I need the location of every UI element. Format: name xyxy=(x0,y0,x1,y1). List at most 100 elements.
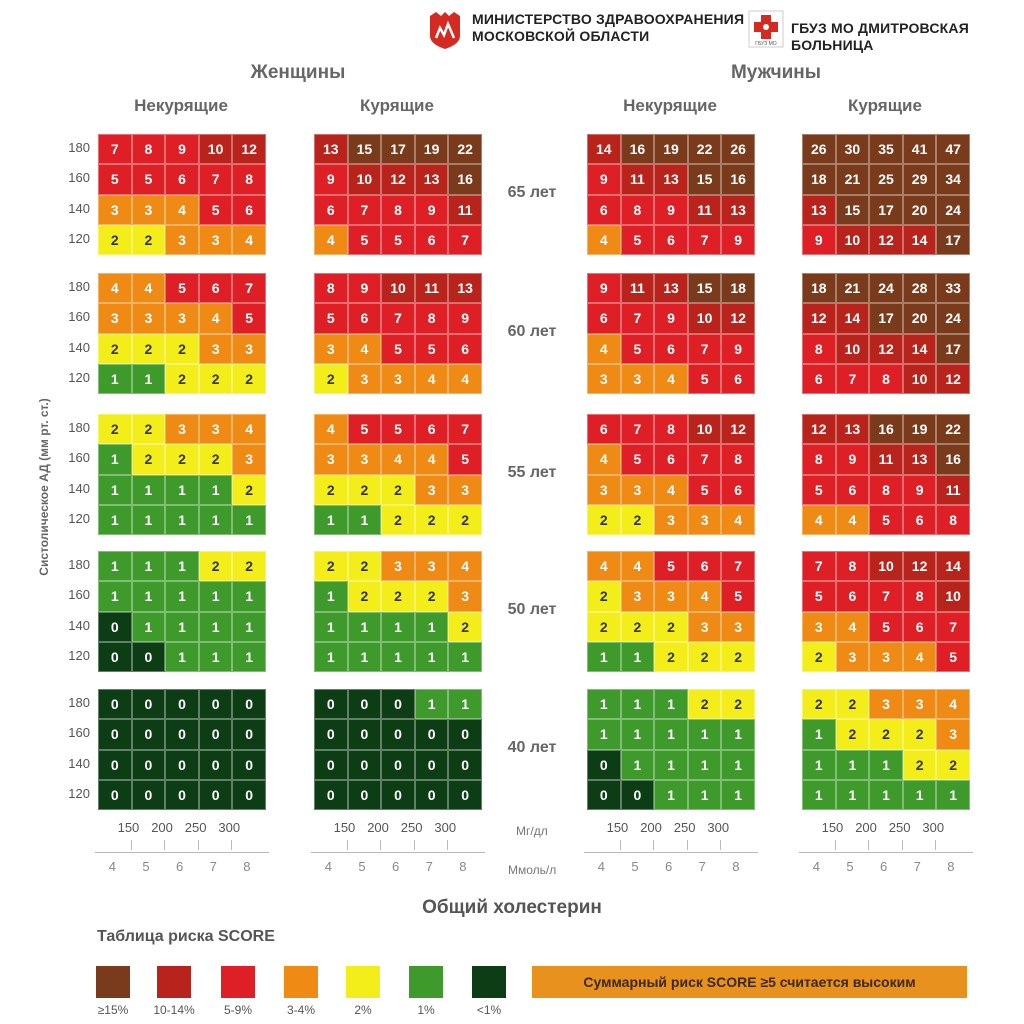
risk-cell: 0 xyxy=(587,749,621,780)
risk-cell: 6 xyxy=(902,504,937,535)
risk-cell: 2 xyxy=(654,611,688,642)
risk-cell: 1 xyxy=(98,444,132,475)
risk-cell: 1 xyxy=(414,689,449,720)
axis-tick xyxy=(868,840,870,850)
risk-cell: 2 xyxy=(232,551,266,582)
risk-cell: 3 xyxy=(232,333,266,364)
bp-label: 180 xyxy=(68,557,90,573)
risk-cell: 2 xyxy=(198,444,233,475)
legend-label: ≥15% xyxy=(97,1003,129,1017)
risk-cell: 3 xyxy=(654,504,688,535)
risk-cell: 1 xyxy=(654,689,688,720)
chol-mmol-label: 5 xyxy=(631,859,639,874)
chol-mgdl-label: 300 xyxy=(434,820,457,835)
risk-cell: 2 xyxy=(98,414,132,445)
risk-cell: 6 xyxy=(802,363,836,394)
bp-label: 160 xyxy=(68,450,90,466)
risk-cell: 33 xyxy=(936,273,970,304)
legend-swatch xyxy=(409,966,443,998)
risk-cell: 2 xyxy=(131,224,166,255)
risk-cell: 34 xyxy=(936,164,970,195)
risk-cell: 4 xyxy=(232,414,266,445)
chol-mgdl-label: 150 xyxy=(117,820,140,835)
risk-cell: 9 xyxy=(902,474,937,505)
risk-cell: 2 xyxy=(198,551,233,582)
risk-cell: 1 xyxy=(654,719,688,750)
risk-cell: 6 xyxy=(835,581,870,612)
axis-tick xyxy=(653,840,655,850)
risk-cell: 7 xyxy=(98,134,132,165)
risk-cell: 4 xyxy=(414,363,449,394)
risk-cell: 4 xyxy=(448,551,482,582)
risk-cell: 4 xyxy=(165,194,199,225)
risk-cell: 0 xyxy=(165,749,199,780)
bp-label: 180 xyxy=(68,695,90,711)
bp-label: 180 xyxy=(68,279,90,295)
risk-cell: 6 xyxy=(414,414,449,445)
risk-cell: 3 xyxy=(414,551,449,582)
risk-cell: 14 xyxy=(902,224,937,255)
risk-cell: 1 xyxy=(98,551,132,582)
risk-cell: 11 xyxy=(620,273,655,304)
risk-cell: 1 xyxy=(381,611,415,642)
risk-cell: 11 xyxy=(448,194,482,225)
bp-label: 160 xyxy=(68,170,90,186)
chol-mmol-label: 8 xyxy=(732,859,740,874)
risk-cell: 0 xyxy=(131,689,166,720)
risk-cell: 8 xyxy=(802,333,836,364)
risk-cell: 5 xyxy=(381,414,415,445)
chol-mmol-label: 8 xyxy=(947,859,955,874)
chol-mgdl-label: 150 xyxy=(821,820,844,835)
risk-cell: 10 xyxy=(902,363,937,394)
risk-cell: 9 xyxy=(802,224,836,255)
risk-cell: 5 xyxy=(687,363,722,394)
risk-cell: 5 xyxy=(869,611,903,642)
risk-cell: 7 xyxy=(232,273,266,304)
ministry-line-2: МОСКОВСКОЙ ОБЛАСТИ xyxy=(472,28,650,44)
risk-cell: 7 xyxy=(620,414,655,445)
risk-cell: 3 xyxy=(165,303,199,334)
chol-mgdl-label: 200 xyxy=(640,820,662,835)
risk-cell: 8 xyxy=(721,444,755,475)
risk-cell: 22 xyxy=(687,134,722,165)
risk-cell: 5 xyxy=(232,303,266,334)
risk-cell: 3 xyxy=(314,444,348,475)
risk-cell: 21 xyxy=(835,164,870,195)
risk-cell: 12 xyxy=(936,363,970,394)
axis-tick xyxy=(720,840,722,850)
risk-cell: 16 xyxy=(869,414,903,445)
risk-cell: 1 xyxy=(687,719,722,750)
risk-cell: 0 xyxy=(131,719,166,750)
risk-cell: 6 xyxy=(232,194,266,225)
risk-cell: 1 xyxy=(314,641,348,672)
risk-cell: 6 xyxy=(587,414,621,445)
risk-cell: 2 xyxy=(314,474,348,505)
chol-mgdl-label: 200 xyxy=(151,820,173,835)
risk-cell: 6 xyxy=(587,303,621,334)
risk-cell: 5 xyxy=(198,194,233,225)
risk-cell: 3 xyxy=(381,363,415,394)
axis-line xyxy=(584,852,758,853)
risk-cell: 10 xyxy=(347,164,382,195)
axis-tick xyxy=(164,840,166,850)
risk-cell: 28 xyxy=(902,273,937,304)
age-label: 55 лет xyxy=(507,463,557,481)
risk-cell: 8 xyxy=(414,303,449,334)
risk-cell: 3 xyxy=(347,363,382,394)
chol-mgdl-label: 300 xyxy=(922,820,945,835)
age-label: 40 лет xyxy=(507,738,557,756)
risk-cell: 1 xyxy=(802,749,836,780)
risk-cell: 1 xyxy=(198,641,233,672)
risk-cell: 3 xyxy=(165,224,199,255)
group-title-women-nonsmoking: Некурящие xyxy=(134,96,228,115)
high-risk-note: Суммарный риск SCORE ≥5 считается высоки… xyxy=(532,966,967,998)
risk-cell: 6 xyxy=(721,363,755,394)
risk-cell: 0 xyxy=(98,749,132,780)
group-title-women-smoking: Курящие xyxy=(360,96,434,115)
chol-mgdl-label: 250 xyxy=(888,820,911,835)
chol-mmol-label: 4 xyxy=(324,859,333,874)
